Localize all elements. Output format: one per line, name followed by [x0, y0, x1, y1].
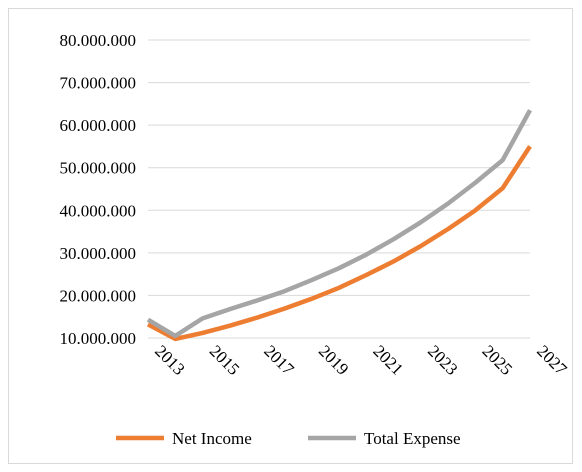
chart-frame: [8, 8, 573, 464]
y-tick-label: 10.000.000: [60, 329, 137, 348]
x-tick-label: 2027: [533, 341, 571, 379]
y-tick-label: 60.000.000: [60, 116, 137, 135]
x-tick-label: 2021: [369, 341, 406, 378]
y-tick-label: 50.000.000: [60, 159, 137, 178]
series-line-net-income: [146, 145, 532, 342]
legend-label: Total Expense: [364, 429, 461, 448]
x-tick-label: 2013: [151, 341, 188, 378]
x-tick-label: 2023: [424, 341, 461, 378]
x-tick-label: 2015: [206, 341, 243, 378]
y-tick-label: 80.000.000: [60, 31, 137, 50]
x-tick-label: 2017: [260, 341, 298, 379]
y-tick-label: 70.000.000: [60, 74, 137, 93]
series-line-total-expense: [146, 109, 532, 339]
y-tick-label: 30.000.000: [60, 244, 137, 263]
y-tick-label: 20.000.000: [60, 286, 137, 305]
x-tick-label: 2025: [479, 341, 516, 378]
x-tick-label: 2019: [315, 341, 352, 378]
legend-label: Net Income: [172, 429, 252, 448]
y-tick-label: 40.000.000: [60, 201, 137, 220]
